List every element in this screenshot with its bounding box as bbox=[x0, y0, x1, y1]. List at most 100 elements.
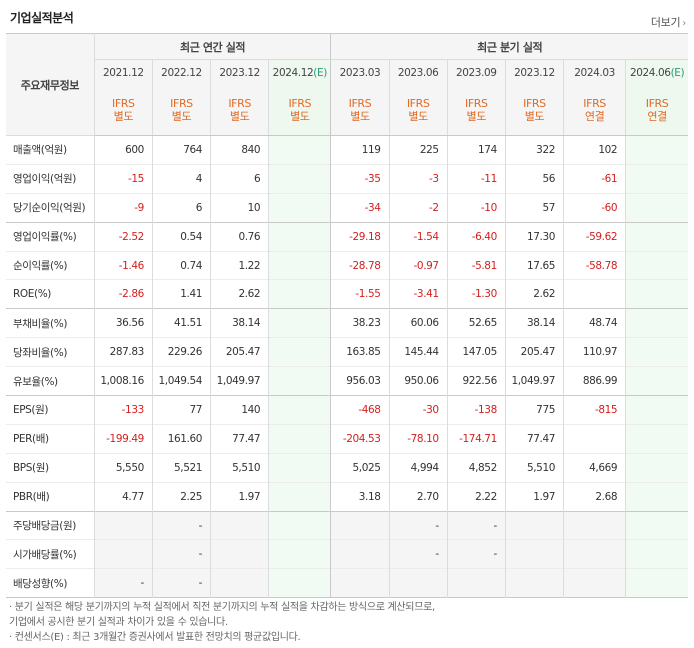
table-cell: 10 bbox=[210, 192, 269, 223]
chevron-right-icon: › bbox=[682, 18, 686, 29]
table-cell bbox=[330, 510, 390, 540]
table-cell bbox=[563, 568, 626, 598]
table-cell: -174.71 bbox=[446, 423, 506, 454]
table-row: EPS(원) -133 77 140 -468 -30 -138 775 -815 bbox=[6, 395, 688, 425]
period-header: 2021.12 bbox=[93, 59, 153, 86]
row-label: 부채비율(%) bbox=[6, 308, 95, 338]
table-cell: - bbox=[446, 510, 506, 540]
table-cell bbox=[625, 163, 688, 194]
table-cell: 41.51 bbox=[151, 308, 211, 338]
table-cell: -1.46 bbox=[93, 250, 153, 280]
table-cell: - bbox=[151, 568, 211, 598]
table-cell bbox=[93, 539, 153, 569]
table-cell: 956.03 bbox=[330, 366, 390, 396]
row-label: 주당배당금(원) bbox=[6, 510, 95, 540]
footnote-line: · 분기 실적은 해당 분기까지의 누적 실적에서 직전 분기까지의 누적 실적… bbox=[9, 602, 435, 613]
section-title: 기업실적분석 bbox=[10, 11, 74, 25]
table-cell: -468 bbox=[330, 395, 390, 425]
row-label: 당좌비율(%) bbox=[6, 337, 95, 367]
table-cell bbox=[268, 481, 331, 512]
table-cell: 1,049.54 bbox=[151, 366, 211, 396]
table-cell bbox=[388, 568, 448, 598]
table-cell: -6.40 bbox=[446, 221, 506, 252]
table-cell: 2.22 bbox=[446, 481, 506, 512]
table-cell: 5,510 bbox=[504, 452, 564, 483]
table-cell bbox=[625, 395, 688, 425]
more-label[interactable]: 더보기 bbox=[650, 16, 681, 29]
period-header: 2024.06(E) bbox=[625, 59, 688, 86]
table-cell: -58.78 bbox=[563, 250, 626, 280]
table-cell: 1.97 bbox=[504, 481, 564, 512]
period-header: 2022.12 bbox=[151, 59, 211, 86]
table-cell: 5,025 bbox=[330, 452, 390, 483]
table-cell: 1,049.97 bbox=[504, 366, 564, 396]
table-cell: 922.56 bbox=[446, 366, 506, 396]
table-cell: -2.86 bbox=[93, 279, 153, 309]
table-cell: 225 bbox=[388, 135, 448, 165]
table-cell bbox=[625, 423, 688, 454]
table-cell: 2.62 bbox=[504, 279, 564, 309]
row-label: 순이익률(%) bbox=[6, 250, 95, 280]
row-label: 배당성향(%) bbox=[6, 568, 95, 598]
table-cell: 775 bbox=[504, 395, 564, 425]
table-cell bbox=[330, 568, 390, 598]
table-cell: 161.60 bbox=[151, 423, 211, 454]
table-cell: - bbox=[388, 539, 448, 569]
table-row: PBR(배) 4.77 2.25 1.97 3.18 2.70 2.22 1.97 2.68 bbox=[6, 481, 688, 512]
table-cell bbox=[625, 337, 688, 367]
table-cell: 5,521 bbox=[151, 452, 211, 483]
table-cell: 17.30 bbox=[504, 221, 564, 252]
table-cell: 205.47 bbox=[504, 337, 564, 367]
table-row: ROE(%) -2.86 1.41 2.62 -1.55 -3.41 -1.30 2.62 bbox=[6, 279, 688, 309]
table-cell: - bbox=[93, 568, 153, 598]
table-cell bbox=[210, 539, 269, 569]
row-label: 당기순이익(억원) bbox=[6, 192, 95, 223]
accounting-standard: IFRS 별도 bbox=[504, 85, 564, 136]
table-cell bbox=[625, 481, 688, 512]
table-cell: -1.55 bbox=[330, 279, 390, 309]
table-row: 당기순이익(억원) -9 6 10 -34 -2 -10 57 -60 bbox=[6, 192, 688, 223]
footnotes: · 분기 실적은 해당 분기까지의 누적 실적에서 직전 분기까지의 누적 실적… bbox=[9, 600, 435, 645]
row-label: 영업이익(억원) bbox=[6, 163, 95, 194]
period-header: 2024.03 bbox=[563, 59, 626, 86]
more-link[interactable]: 더보기 › bbox=[651, 14, 686, 30]
table-cell bbox=[504, 539, 564, 569]
table-cell: -59.62 bbox=[563, 221, 626, 252]
table-cell bbox=[268, 539, 331, 569]
table-cell: -35 bbox=[330, 163, 390, 194]
table-cell: 1.97 bbox=[210, 481, 269, 512]
table-cell: 0.76 bbox=[210, 221, 269, 252]
table-cell: 2.70 bbox=[388, 481, 448, 512]
period-header: 2024.12(E) bbox=[268, 59, 331, 86]
table-cell: 2.25 bbox=[151, 481, 211, 512]
table-cell: 38.23 bbox=[330, 308, 390, 338]
table-cell: - bbox=[151, 510, 211, 540]
row-label: PBR(배) bbox=[6, 481, 95, 512]
table-cell bbox=[268, 279, 331, 309]
table-cell: 77.47 bbox=[210, 423, 269, 454]
table-cell: 38.14 bbox=[210, 308, 269, 338]
table-cell: 60.06 bbox=[388, 308, 448, 338]
table-cell: -2 bbox=[388, 192, 448, 223]
table-row: BPS(원) 5,550 5,521 5,510 5,025 4,994 4,852 5,51… bbox=[6, 452, 688, 483]
table-row: 당좌비율(%) 287.83 229.26 205.47 163.85 145.44 147… bbox=[6, 337, 688, 367]
table-cell bbox=[268, 452, 331, 483]
table-cell: -15 bbox=[93, 163, 153, 194]
table-cell: 1,049.97 bbox=[210, 366, 269, 396]
table-cell: -138 bbox=[446, 395, 506, 425]
table-cell: -3.41 bbox=[388, 279, 448, 309]
table-cell bbox=[93, 510, 153, 540]
table-cell: 140 bbox=[210, 395, 269, 425]
table-cell: 287.83 bbox=[93, 337, 153, 367]
table-cell bbox=[625, 279, 688, 309]
table-cell: -61 bbox=[563, 163, 626, 194]
table-cell: 886.99 bbox=[563, 366, 626, 396]
table-cell bbox=[563, 423, 626, 454]
table-cell: -199.49 bbox=[93, 423, 153, 454]
row-label: 유보율(%) bbox=[6, 366, 95, 396]
table-cell bbox=[268, 221, 331, 252]
accounting-standard: IFRS 별도 bbox=[210, 85, 269, 136]
table-cell bbox=[504, 568, 564, 598]
table-cell bbox=[563, 279, 626, 309]
accounting-standard: IFRS 연결 bbox=[563, 85, 626, 136]
